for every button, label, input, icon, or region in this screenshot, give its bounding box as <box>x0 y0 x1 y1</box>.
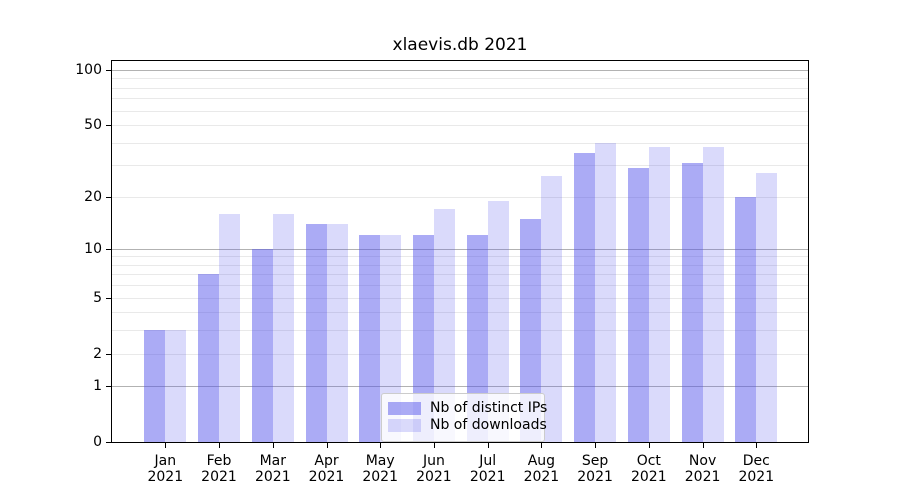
y-tick-label-50: 50 <box>84 117 102 134</box>
bar-distinct-ips <box>412 235 434 442</box>
gridline-y-3 <box>112 330 808 332</box>
gridline-y-7 <box>112 274 808 276</box>
gridline-y-2 <box>112 353 808 355</box>
gridline-y-20 <box>112 196 808 198</box>
x-tick-label-sep: Sep 2021 <box>577 453 613 485</box>
x-tick-label-aug: Aug 2021 <box>523 453 560 485</box>
legend-swatch-downloads <box>388 419 421 432</box>
x-tick-label-may: May 2021 <box>362 453 398 485</box>
y-tick-label-20: 20 <box>84 188 102 205</box>
x-tick-feb <box>219 443 220 448</box>
x-tick-label-apr: Apr 2021 <box>308 453 345 485</box>
bar-distinct-ips <box>144 330 166 442</box>
x-tick-label-feb: Feb 2021 <box>201 453 237 485</box>
x-tick-oct <box>648 443 650 448</box>
plot-area <box>111 60 809 443</box>
x-tick-label-mar: Mar 2021 <box>254 453 291 485</box>
gridline-y-70 <box>112 98 808 100</box>
x-tick-mar <box>272 443 274 448</box>
y-tick-50 <box>106 125 111 127</box>
bar-downloads <box>756 173 778 442</box>
bar-downloads <box>595 142 617 442</box>
chart-title: xlaevis.db 2021 <box>392 35 528 55</box>
gridline-y-100 <box>112 70 808 71</box>
y-tick-100 <box>106 70 111 71</box>
bar-downloads <box>648 146 670 442</box>
x-tick-jul <box>487 443 489 448</box>
gridline-y-80 <box>112 87 808 89</box>
bar-downloads <box>165 330 187 442</box>
bar-downloads <box>487 200 509 442</box>
legend-row-downloads: Nb of downloads <box>388 418 547 433</box>
gridline-y-6 <box>112 285 808 287</box>
x-tick-may <box>380 443 382 448</box>
legend: Nb of distinct IPs Nb of downloads <box>381 393 547 442</box>
bar-downloads <box>272 213 294 442</box>
bar-downloads <box>541 176 563 442</box>
bar-distinct-ips <box>681 162 703 442</box>
y-tick-10 <box>106 248 111 250</box>
x-tick-label-dec: Dec 2021 <box>738 453 775 485</box>
gridline-y-30 <box>112 165 808 167</box>
gridline-y-5 <box>112 297 808 299</box>
bar-distinct-ips <box>735 196 757 442</box>
y-tick-5 <box>106 297 111 299</box>
bar-downloads <box>702 146 724 442</box>
x-tick-sep <box>595 443 597 448</box>
bar-distinct-ips <box>251 248 273 442</box>
y-tick-label-0: 0 <box>93 434 102 450</box>
x-tick-aug <box>541 443 543 448</box>
bar-distinct-ips <box>198 274 219 442</box>
bar-distinct-ips <box>359 235 381 442</box>
y-tick-label-10: 10 <box>84 240 102 257</box>
bar-distinct-ips <box>574 153 596 442</box>
y-tick-1 <box>106 386 111 388</box>
y-tick-0 <box>106 442 111 443</box>
legend-row-distinct-ips: Nb of distinct IPs <box>388 401 547 416</box>
x-tick-label-jan: Jan 2021 <box>147 453 184 485</box>
bar-downloads <box>326 223 348 442</box>
x-tick-jan <box>165 443 167 448</box>
legend-label-distinct-ips: Nb of distinct IPs <box>430 400 548 416</box>
legend-swatch-distinct-ips <box>388 402 421 415</box>
x-tick-label-nov: Nov 2021 <box>684 453 721 485</box>
x-tick-label-jun: Jun 2021 <box>416 453 452 485</box>
x-tick-label-jul: Jul 2021 <box>469 453 506 485</box>
gridline-y-40 <box>112 142 808 144</box>
x-tick-apr <box>326 443 328 448</box>
x-tick-jun <box>433 443 435 448</box>
gridline-y-50 <box>112 125 808 127</box>
bar-distinct-ips <box>466 235 488 442</box>
gridline-y-60 <box>112 110 808 112</box>
gridline-y-9 <box>112 256 808 258</box>
legend-label-downloads: Nb of downloads <box>430 417 547 433</box>
y-tick-2 <box>106 353 111 355</box>
gridline-y-8 <box>112 264 808 266</box>
bar-downloads <box>380 235 402 442</box>
gridline-y-10 <box>112 248 808 250</box>
x-tick-dec <box>756 443 758 448</box>
y-tick-label-5: 5 <box>93 289 102 306</box>
gridline-y-4 <box>112 312 808 314</box>
bar-downloads <box>219 213 240 442</box>
gridline-y-1 <box>112 386 808 388</box>
x-tick-nov <box>702 443 704 448</box>
x-tick-label-oct: Oct 2021 <box>630 453 667 485</box>
bar-distinct-ips <box>305 223 327 442</box>
bar-distinct-ips <box>627 167 649 442</box>
bar-distinct-ips <box>520 218 542 442</box>
gridline-y-90 <box>112 78 808 80</box>
y-tick-label-2: 2 <box>93 345 102 362</box>
y-tick-20 <box>106 196 111 198</box>
bar-downloads <box>433 209 455 442</box>
y-tick-label-1: 1 <box>93 378 102 395</box>
y-tick-label-100: 100 <box>75 62 102 78</box>
